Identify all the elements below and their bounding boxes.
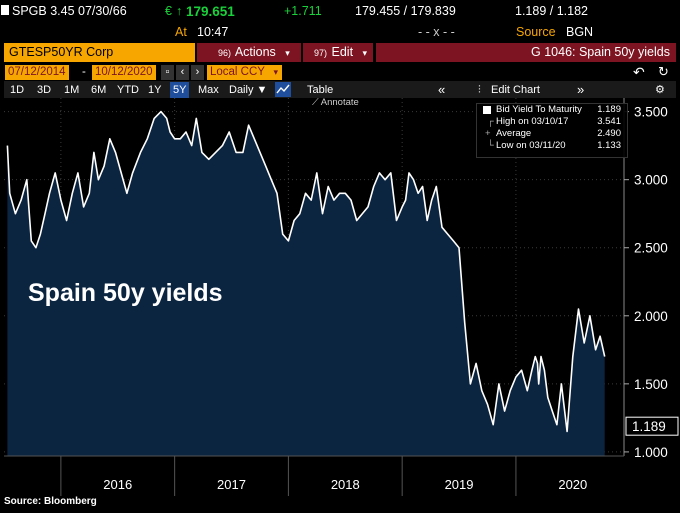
period-6m[interactable]: 6M <box>91 84 107 96</box>
legend-label: Low on 03/11/20 <box>496 140 566 151</box>
edit-chart-icon[interactable]: ⫶ <box>478 84 481 96</box>
source-note: Source: Bloomberg <box>4 496 97 507</box>
dropdown-caret-icon: ▾ <box>273 67 278 77</box>
date-range-dash: - <box>82 66 86 78</box>
prev-arrow-icon[interactable]: ‹ <box>176 65 189 80</box>
edit-chart-button[interactable]: Edit Chart <box>491 84 540 96</box>
annotate-label: Annotate <box>320 97 359 108</box>
y-tick-label: 1.500 <box>634 377 668 392</box>
actions-label: Actions <box>234 45 276 59</box>
y-tick-label: 3.000 <box>634 173 668 188</box>
edit-label: Edit <box>331 45 354 59</box>
price-currency: € <box>165 4 172 18</box>
edit-number: 97) <box>314 48 328 58</box>
source-value[interactable]: BGN <box>566 25 594 39</box>
period-ytd[interactable]: YTD <box>117 84 139 96</box>
legend-value: 3.541 <box>597 116 621 127</box>
dropdown-caret-icon: ▾ <box>362 48 368 58</box>
x-tick-label: 2016 <box>103 477 132 492</box>
x-axis-ticks: 2016 2017 2018 2019 2020 <box>60 456 587 496</box>
y-tick-label: 1.000 <box>634 445 668 460</box>
legend-swatch-icon <box>483 106 491 114</box>
security-name[interactable]: SPGB 3.45 07/30/66 <box>12 4 127 18</box>
period-5y[interactable]: 5Y <box>170 82 190 98</box>
legend-row: └ Low on 03/11/20 1.133 <box>477 140 627 152</box>
y-axis-ticks: 1.000 1.500 2.000 2.500 3.000 3.500 <box>624 105 668 460</box>
annotate-pen-icon: ⟋ <box>312 97 319 108</box>
x-tick-label: 2019 <box>445 477 474 492</box>
chart-title-bar: G 1046: Spain 50y yields <box>376 43 676 62</box>
chart-legend: Bid Yield To Maturity 1.189 ┌ High on 03… <box>476 103 628 158</box>
currency-label: Local CCY <box>210 66 265 78</box>
y-tick-label: 2.500 <box>634 241 668 256</box>
ticker-field[interactable]: GTESP50YR Corp <box>4 43 195 62</box>
legend-bracket-icon: └ <box>487 140 494 151</box>
bid-ask-yield: 1.189 / 1.182 <box>515 4 588 18</box>
line-chart-icon[interactable] <box>275 82 291 97</box>
legend-row: Bid Yield To Maturity 1.189 <box>477 104 627 116</box>
legend-value: 1.189 <box>597 104 621 115</box>
settings-icon[interactable]: ⚙ <box>655 84 665 96</box>
security-marker-icon <box>1 5 9 15</box>
time-value: 10:47 <box>197 25 229 39</box>
next-arrow-icon[interactable]: › <box>191 65 204 80</box>
legend-label: Average <box>496 128 532 139</box>
table-button[interactable]: Table <box>307 84 334 96</box>
bid-ask-price: 179.455 / 179.839 <box>355 4 456 18</box>
edit-button[interactable]: 97) Edit ▾ <box>303 43 373 62</box>
legend-row: + Average 2.490 <box>477 128 627 140</box>
collapse-left-icon[interactable]: « <box>438 82 446 97</box>
end-date-field[interactable]: 10/12/2020 <box>92 65 156 80</box>
frequency-select[interactable]: Daily ▼ <box>229 84 268 96</box>
overlay-title: Spain 50y yields <box>28 279 223 307</box>
period-1y[interactable]: 1Y <box>148 84 162 96</box>
start-date-field[interactable]: 07/12/2014 <box>5 65 69 80</box>
period-1d[interactable]: 1D <box>10 84 25 96</box>
undo-icon[interactable]: ↶ <box>633 64 645 80</box>
period-3d[interactable]: 3D <box>37 84 52 96</box>
price-arrow-icon: ↑ <box>176 4 183 18</box>
legend-value: 1.133 <box>597 140 621 151</box>
annotate-button[interactable]: ⟋ Annotate <box>312 97 359 108</box>
legend-bracket-icon: ┌ <box>487 116 494 127</box>
x-tick-label: 2018 <box>331 477 360 492</box>
currency-select[interactable]: Local CCY ▾ <box>207 65 282 80</box>
last-value-box <box>625 416 679 436</box>
yield-line <box>6 110 606 433</box>
y-tick-label: 2.000 <box>634 309 668 324</box>
calendar-icon[interactable]: ▫ <box>161 65 174 80</box>
xmark-indicator: - - x - - <box>418 25 455 39</box>
legend-label: Bid Yield To Maturity <box>496 104 582 115</box>
price-change: +1.711 <box>284 4 322 18</box>
dropdown-caret-icon: ▾ <box>285 48 290 58</box>
line-chart-glyph <box>276 84 290 94</box>
x-tick-label: 2017 <box>217 477 246 492</box>
actions-button[interactable]: 96) Actions ▾ <box>197 43 301 62</box>
yield-area <box>7 111 605 456</box>
y-tick-label: 3.500 <box>634 105 668 120</box>
source-label: Source <box>516 25 556 39</box>
last-value-label: 1.189 <box>632 419 666 434</box>
legend-label: High on 03/10/17 <box>496 116 569 127</box>
last-value-marker: 1.189 <box>625 416 679 436</box>
time-label: At <box>175 25 187 39</box>
last-price: 179.651 <box>186 4 235 19</box>
actions-number: 96) <box>218 48 232 58</box>
legend-row: ┌ High on 03/10/17 3.541 <box>477 116 627 128</box>
refresh-icon[interactable]: ↻ <box>658 64 669 79</box>
period-1m[interactable]: 1M <box>64 84 80 96</box>
period-max[interactable]: Max <box>198 84 219 96</box>
x-tick-label: 2020 <box>558 477 587 492</box>
legend-plus-icon: + <box>485 128 491 139</box>
legend-value: 2.490 <box>597 128 621 139</box>
expand-right-icon[interactable]: » <box>577 82 585 97</box>
